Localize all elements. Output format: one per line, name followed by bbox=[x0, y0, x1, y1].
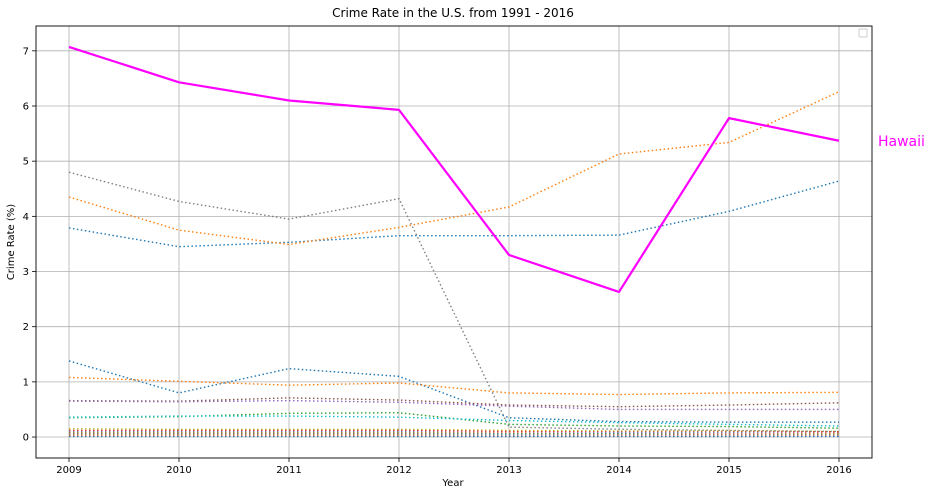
plot-frame bbox=[35, 25, 873, 459]
series-line bbox=[68, 91, 840, 246]
axes bbox=[35, 25, 873, 459]
x-tick-label: 2012 bbox=[386, 465, 411, 476]
x-tick-label: 2015 bbox=[716, 465, 741, 476]
x-tick-label: 2016 bbox=[826, 465, 851, 476]
ticks: 2009 2010 2011 2012 2013 2014 2015 2016 0 1 2 3 4 5 6 7 bbox=[23, 46, 852, 476]
x-axis-label: Year bbox=[441, 478, 464, 489]
y-tick-label: 1 bbox=[23, 377, 29, 388]
series-line bbox=[68, 412, 840, 429]
series-line bbox=[69, 429, 839, 433]
y-tick-label: 2 bbox=[23, 322, 29, 333]
legend-box bbox=[858, 28, 868, 38]
y-tick-label: 4 bbox=[23, 212, 29, 223]
series-line bbox=[68, 415, 840, 427]
y-tick-label: 0 bbox=[23, 433, 29, 444]
series-line bbox=[68, 360, 839, 423]
series-line bbox=[68, 399, 839, 411]
series-group bbox=[68, 91, 840, 438]
x-tick-label: 2010 bbox=[166, 465, 191, 476]
grid bbox=[36, 26, 872, 458]
highlight-annotation: Hawaii bbox=[878, 134, 925, 150]
x-tick-label: 2009 bbox=[56, 465, 81, 476]
y-tick-label: 5 bbox=[23, 157, 29, 168]
y-axis-label: Crime Rate (%) bbox=[6, 204, 17, 280]
series-line bbox=[68, 428, 840, 433]
series-line bbox=[68, 171, 840, 433]
series-line bbox=[68, 180, 840, 248]
chart-title: Crime Rate in the U.S. from 1991 - 2016 bbox=[332, 6, 574, 20]
y-tick-label: 3 bbox=[23, 267, 29, 278]
x-tick-label: 2014 bbox=[606, 465, 631, 476]
highlight-group bbox=[68, 45, 840, 294]
highlight-series-line bbox=[68, 45, 840, 294]
x-tick-label: 2011 bbox=[276, 465, 301, 476]
y-tick-label: 7 bbox=[23, 46, 29, 57]
series-line bbox=[68, 376, 840, 396]
x-tick-label: 2013 bbox=[496, 465, 521, 476]
y-tick-label: 6 bbox=[23, 102, 29, 113]
series-line bbox=[68, 397, 840, 408]
